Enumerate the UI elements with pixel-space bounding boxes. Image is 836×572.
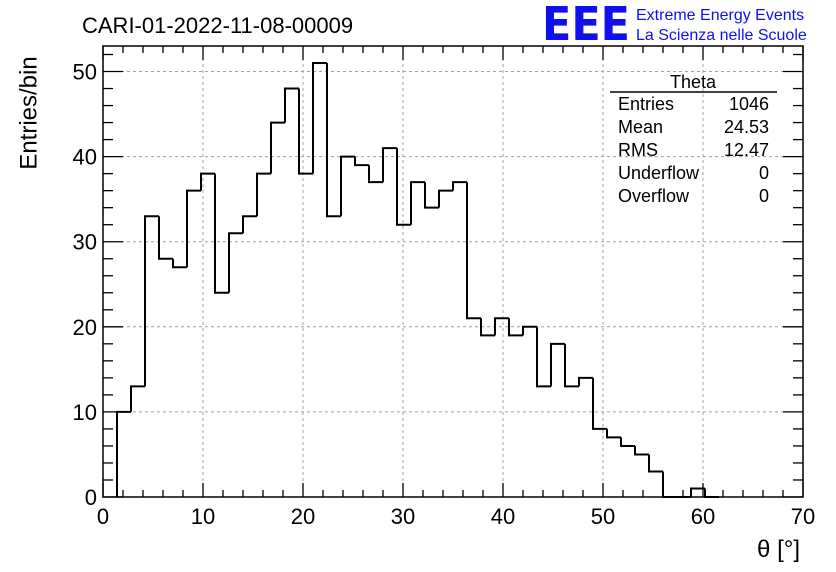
histogram-bin xyxy=(326,63,341,218)
x-axis-title: θ [°] xyxy=(757,536,800,563)
histogram-bin xyxy=(480,318,495,337)
y-tick-label: 30 xyxy=(73,230,97,255)
histogram-bin xyxy=(606,428,621,439)
stats-label-rms: RMS xyxy=(618,140,658,160)
x-tick-label: 50 xyxy=(591,504,615,529)
logo-line-2: La Scienza nelle Scuole xyxy=(636,27,807,44)
histogram-bin xyxy=(564,343,579,388)
x-tick-label: 0 xyxy=(97,504,109,529)
histogram-bin xyxy=(158,216,173,260)
grid-layer xyxy=(103,46,803,497)
histogram-bin xyxy=(494,317,509,336)
histogram-bin xyxy=(662,471,677,498)
histogram-bin xyxy=(508,318,523,337)
histogram-bin xyxy=(396,148,411,226)
stats-label-mean: Mean xyxy=(618,117,663,137)
y-tick-label: 40 xyxy=(73,145,97,170)
y-tick-label: 20 xyxy=(73,315,97,340)
x-tick-label: 70 xyxy=(791,504,815,529)
y-axis-title: Entries/bin xyxy=(15,56,42,169)
histogram-bin xyxy=(368,165,383,184)
stats-value-overflow: 0 xyxy=(759,186,769,206)
stats-label-overflow: Overflow xyxy=(618,186,690,206)
axis-ticks xyxy=(102,46,804,498)
histogram-bin xyxy=(340,155,355,217)
x-tick-label: 20 xyxy=(291,504,315,529)
y-tick-label: 50 xyxy=(73,60,97,85)
histogram-bin xyxy=(592,377,607,430)
histogram-bin xyxy=(242,215,257,234)
histogram-bin xyxy=(382,147,397,183)
histogram-bin xyxy=(466,182,481,320)
x-tick-label: 30 xyxy=(391,504,415,529)
histogram-bin xyxy=(214,173,229,294)
histogram-bin xyxy=(536,326,551,388)
y-tick-label: 0 xyxy=(85,485,97,510)
stats-value-rms: 12.47 xyxy=(724,140,769,160)
stats-title: Theta xyxy=(670,72,717,92)
tick-labels: 0 10 20 30 40 50 60 70 0 10 20 30 40 50 xyxy=(73,60,816,529)
histogram-bin xyxy=(200,172,215,191)
stats-value-entries: 1046 xyxy=(729,94,769,114)
plot-frame xyxy=(102,45,804,498)
histogram-bin xyxy=(130,385,145,412)
histogram-bin xyxy=(284,87,299,123)
histogram-bin xyxy=(690,487,705,497)
logo-line-1: Extreme Energy Events xyxy=(636,7,804,24)
histogram-bin xyxy=(438,189,453,208)
stats-label-entries: Entries xyxy=(618,94,674,114)
stats-box: Theta Entries 1046 Mean 24.53 RMS 12.47 … xyxy=(610,72,777,206)
x-tick-label: 40 xyxy=(491,504,515,529)
stats-value-mean: 24.53 xyxy=(724,117,769,137)
histogram-bin xyxy=(648,454,663,473)
histogram-bin xyxy=(270,121,285,174)
histogram-bin xyxy=(228,232,243,293)
histogram-bin xyxy=(256,172,271,217)
stats-label-underflow: Underflow xyxy=(618,163,700,183)
histogram-bin xyxy=(312,62,327,174)
histogram-bin xyxy=(298,88,313,175)
histogram-bin xyxy=(452,181,467,191)
chart-title: CARI-01-2022-11-08-00009 xyxy=(82,13,353,38)
x-tick-label: 10 xyxy=(191,504,215,529)
eee-logo-mark: EEE xyxy=(542,0,630,51)
histogram-bin xyxy=(578,376,593,387)
histogram-bin xyxy=(424,182,439,209)
stats-value-underflow: 0 xyxy=(759,163,769,183)
histogram-bin xyxy=(410,181,425,225)
histogram-bars xyxy=(116,62,719,498)
eee-logo: EEE Extreme Energy Events La Scienza nel… xyxy=(542,0,807,51)
histogram-bin xyxy=(172,258,187,269)
histogram-bin xyxy=(354,156,369,167)
y-tick-label: 10 xyxy=(73,400,97,425)
histogram-bin xyxy=(704,488,719,498)
histogram-bin xyxy=(634,445,649,456)
x-tick-label: 60 xyxy=(691,504,715,529)
histogram-bin xyxy=(186,189,201,268)
histogram-bin xyxy=(116,410,131,497)
histogram-bin xyxy=(620,437,635,447)
histogram-bin xyxy=(550,342,565,387)
histogram-bin xyxy=(522,325,537,336)
histogram-bin xyxy=(144,215,159,387)
